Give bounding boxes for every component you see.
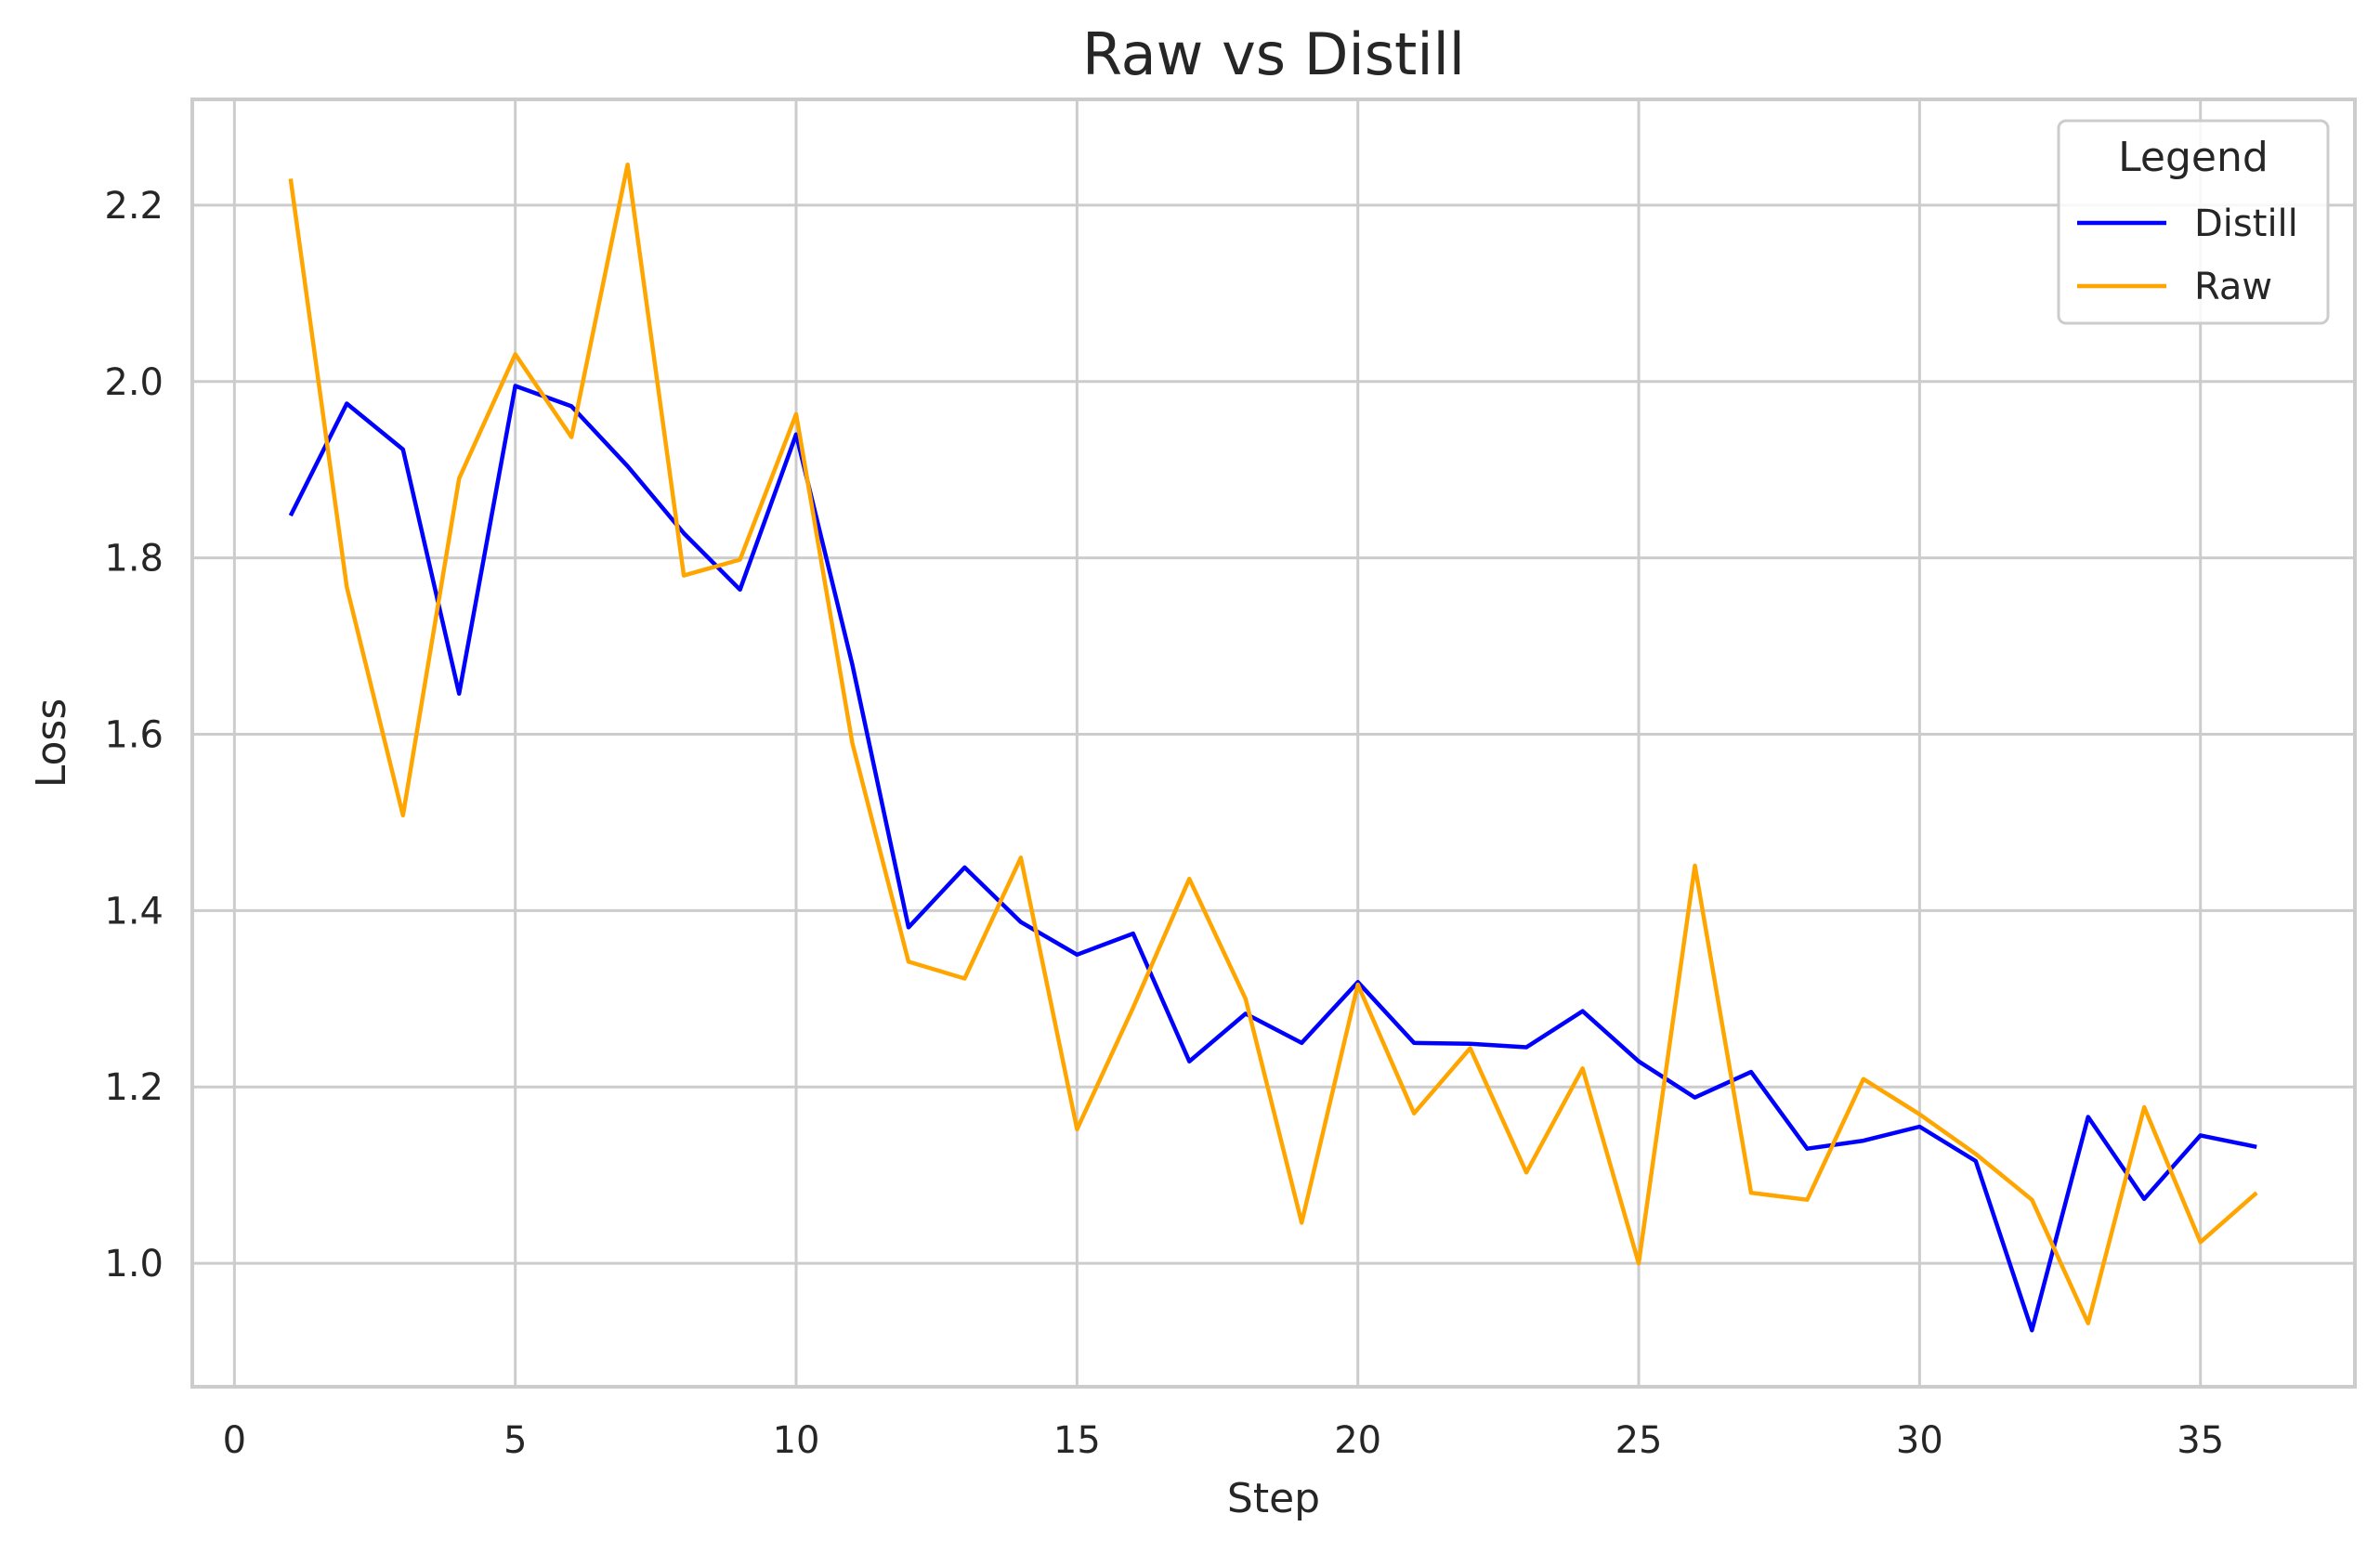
series-line-distill [288,384,2257,1333]
x-tick-label: 15 [1053,1419,1101,1462]
legend-box [2057,119,2330,325]
y-tick-label: 1.0 [104,1243,163,1285]
y-tick-label: 2.0 [104,361,163,404]
y-axis-label: Loss [28,698,75,789]
series-line-raw [288,162,2258,1325]
chart-title: Raw vs Distill [1082,20,1465,88]
grid [192,99,2355,1387]
x-tick-label: 0 [223,1419,246,1462]
y-tick-label: 1.2 [104,1066,163,1109]
x-tick-label: 25 [1615,1419,1663,1462]
y-tick-label: 2.2 [104,185,163,228]
plot-frame [190,98,2357,1389]
y-tick-label: 1.4 [104,890,163,933]
legend-title: Legend [2118,134,2269,181]
x-tick-label: 5 [503,1419,527,1462]
y-tick-label: 1.8 [104,538,163,581]
legend-label-raw: Raw [2194,266,2272,308]
legend-entries: Distill Raw [2077,202,2298,308]
series-layer [288,162,2258,1333]
legend: Legend Distill Raw [2057,119,2330,325]
x-axis-ticks: 0 5 10 15 20 25 30 35 [223,1419,2225,1462]
y-axis-ticks: 1.0 1.2 1.4 1.6 1.8 2.0 2.2 [104,185,163,1285]
x-tick-label: 30 [1896,1419,1943,1462]
x-tick-label: 35 [2177,1419,2224,1462]
x-tick-label: 20 [1334,1419,1381,1462]
x-tick-label: 10 [773,1419,820,1462]
legend-label-distill: Distill [2194,202,2298,245]
y-tick-label: 1.6 [104,714,163,757]
x-axis-label: Step [1227,1475,1320,1522]
